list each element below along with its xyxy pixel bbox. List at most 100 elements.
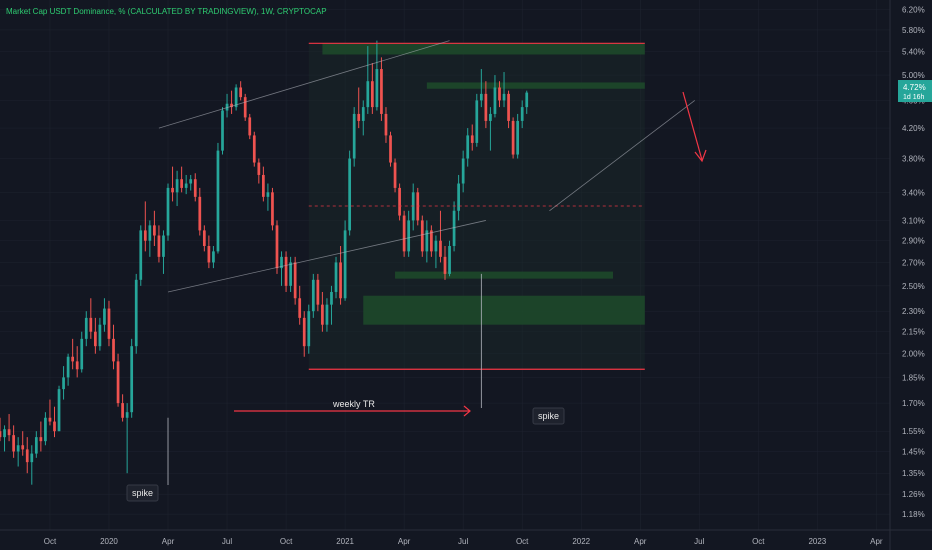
trendline-support xyxy=(549,100,695,212)
candle-body xyxy=(16,445,20,452)
candle-body xyxy=(53,421,56,432)
weekly-tr-label: weekly TR xyxy=(332,399,375,409)
y-tick-label: 2.70% xyxy=(902,258,925,267)
candle-body xyxy=(498,87,501,101)
candle-body xyxy=(103,308,106,325)
candle-body xyxy=(153,225,156,236)
candle-body xyxy=(234,87,238,108)
y-tick-label: 3.10% xyxy=(902,216,925,225)
candle-body xyxy=(212,251,215,263)
candle-body xyxy=(98,324,102,347)
candle-body xyxy=(139,230,143,280)
candle-body xyxy=(184,183,188,188)
y-tick-label: 4.20% xyxy=(902,124,925,133)
candle-body xyxy=(107,308,111,339)
bar-countdown: 1d 16h xyxy=(903,94,925,101)
spike-label-box-2 xyxy=(532,407,565,425)
candle-body xyxy=(434,240,438,252)
candle-body xyxy=(425,230,429,252)
candle-body xyxy=(166,187,170,236)
candle-body xyxy=(507,93,510,121)
candle-body xyxy=(452,210,456,246)
spike-label-1: spike xyxy=(132,488,153,498)
candle-body xyxy=(293,262,297,299)
y-tick-label: 6.20% xyxy=(902,6,925,15)
y-tick-label: 2.50% xyxy=(902,282,925,291)
candle-body xyxy=(44,417,47,442)
x-tick-label: Oct xyxy=(280,537,293,546)
candle-body xyxy=(39,437,43,442)
candle-body xyxy=(12,435,15,452)
projection-arrow xyxy=(682,91,703,161)
candle-body xyxy=(375,69,379,108)
candle-body xyxy=(352,113,356,159)
projection-arrowhead xyxy=(694,149,707,163)
channel-lower-line xyxy=(167,220,486,293)
candle-body xyxy=(311,279,315,312)
candle-body xyxy=(80,338,84,370)
candle-body xyxy=(7,429,11,436)
last-price-tag xyxy=(898,80,932,102)
candle-body xyxy=(343,230,347,299)
weekly-tr-arrowhead xyxy=(463,405,471,417)
supply-demand-zone xyxy=(395,271,614,279)
candle-body xyxy=(493,87,497,114)
candle-body xyxy=(202,230,206,246)
candle-body xyxy=(75,361,79,370)
x-tick-label: 2022 xyxy=(572,537,590,546)
candle-body xyxy=(239,87,243,98)
candle-body xyxy=(30,453,34,463)
candle-body xyxy=(193,179,197,197)
y-tick-label: 1.26% xyxy=(902,490,925,499)
candle-body xyxy=(225,103,229,111)
y-tick-label: 3.40% xyxy=(902,188,925,197)
candle-body xyxy=(384,113,388,136)
candle-body xyxy=(525,92,529,108)
candle-body xyxy=(257,162,261,175)
candle-body xyxy=(393,162,397,188)
candle-body xyxy=(280,256,283,269)
candle-body xyxy=(443,256,447,274)
candle-body xyxy=(339,262,342,299)
candle-body xyxy=(125,412,129,418)
candle-body xyxy=(198,196,202,231)
candle-body xyxy=(180,179,183,188)
candle-body xyxy=(148,225,152,241)
candle-body xyxy=(289,262,292,286)
x-tick-label: 2021 xyxy=(336,537,354,546)
channel-upper-line xyxy=(158,40,450,129)
candle-body xyxy=(262,174,265,197)
candle-body xyxy=(3,429,6,438)
candle-body xyxy=(420,220,424,252)
y-tick-label: 2.15% xyxy=(902,328,925,337)
candle-body xyxy=(398,187,401,216)
x-tick-label: Jul xyxy=(222,537,232,546)
candle-body xyxy=(407,220,411,252)
candle-body xyxy=(248,117,252,136)
candle-body xyxy=(357,113,361,121)
candle-body xyxy=(89,317,93,332)
candle-body xyxy=(479,93,483,101)
x-tick-label: Apr xyxy=(870,537,883,546)
candle-body xyxy=(34,437,38,454)
candle-body xyxy=(370,81,374,108)
candle-body xyxy=(439,240,442,257)
candle-body xyxy=(511,120,515,155)
x-tick-label: Apr xyxy=(398,537,411,546)
candle-body xyxy=(307,311,311,347)
candle-body xyxy=(171,187,174,193)
chart-title: Market Cap USDT Dominance, % (CALCULATED… xyxy=(6,7,327,16)
candle-body xyxy=(189,179,193,184)
x-tick-label: Oct xyxy=(752,537,765,546)
candle-body xyxy=(448,245,451,274)
candle-body xyxy=(84,317,88,339)
y-tick-label: 2.90% xyxy=(902,237,925,246)
y-tick-label: 1.18% xyxy=(902,510,925,519)
candle-body xyxy=(316,279,320,305)
candle-body xyxy=(330,291,333,305)
candle-layer xyxy=(0,40,529,485)
y-tick-label: 1.35% xyxy=(902,469,925,478)
